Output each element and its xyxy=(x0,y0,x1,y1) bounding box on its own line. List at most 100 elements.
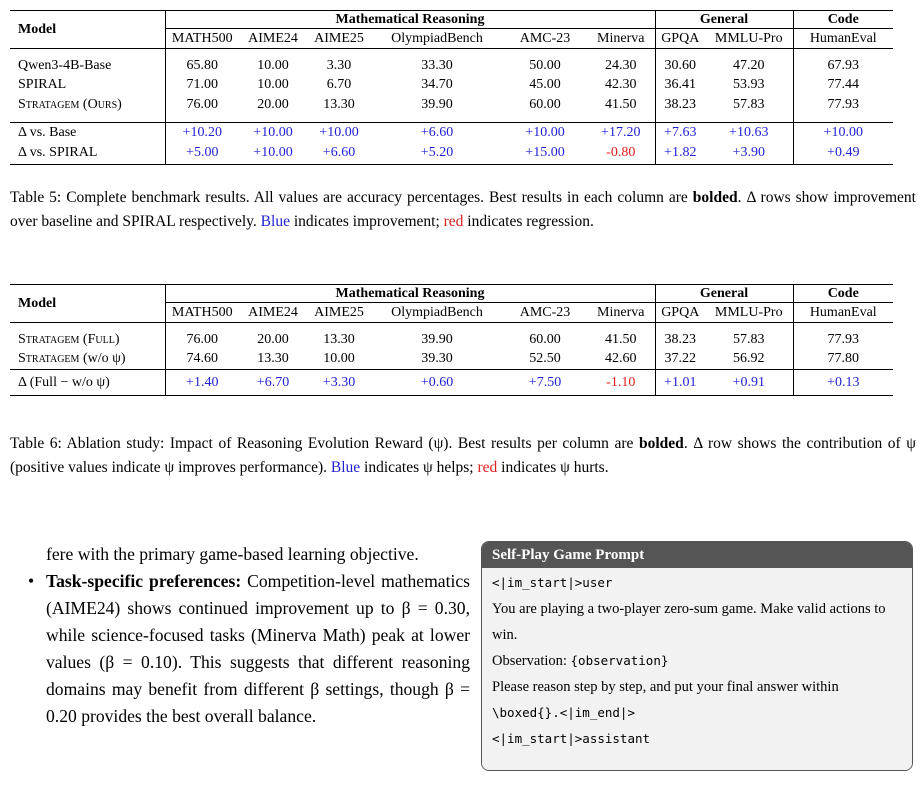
cell: 71.00 xyxy=(164,75,239,95)
group-header: Code xyxy=(792,10,893,29)
cell: -0.80 xyxy=(587,142,655,165)
column-header: MATH500 xyxy=(164,28,239,49)
model-name: Stratagem (w/o ψ) xyxy=(10,350,165,370)
cell: 47.20 xyxy=(733,58,765,73)
bullet-text: Competition-level mathematics (AIME24) s… xyxy=(46,571,470,726)
caption-text: Table 6: Ablation study: Impact of Reaso… xyxy=(10,435,639,452)
column-header: AMC-23 xyxy=(503,28,587,49)
cell: 50.00 xyxy=(529,58,561,73)
delta-label: Δ vs. SPIRAL xyxy=(10,142,165,165)
cell: +15.00 xyxy=(503,142,587,165)
cell: 56.92 xyxy=(733,351,765,367)
cell: +10.00 xyxy=(503,122,587,143)
cell: +1.01 xyxy=(654,369,705,396)
delta-row: Δ vs. Base +10.20 +10.00 +10.00 +6.60 +1… xyxy=(10,122,893,143)
cell: +6.60 xyxy=(371,122,503,143)
prompt-text: Please reason step by step, and put your… xyxy=(492,679,839,695)
prompt-box: Self-Play Game Prompt <|im_start|>user Y… xyxy=(481,541,913,771)
table-row: Stratagem (Ours) 76.00 20.00 13.30 39.90… xyxy=(10,94,893,115)
cell: 52.50 xyxy=(529,351,561,367)
column-header: MATH500 xyxy=(164,302,239,323)
cell: +5.00 xyxy=(164,142,239,165)
prompt-label: Observation: xyxy=(492,653,571,669)
caption-text: indicates regression. xyxy=(463,213,594,230)
column-header: HumanEval xyxy=(792,302,893,323)
table-caption: Table 5: Complete benchmark results. All… xyxy=(10,186,916,234)
prompt-line: <|im_start|>user xyxy=(492,575,613,590)
cell: 77.44 xyxy=(792,75,893,95)
cell: +0.91 xyxy=(705,369,793,396)
model-name: Stratagem (Ours) xyxy=(18,96,122,112)
cell: 53.93 xyxy=(733,77,765,92)
cell: 65.80 xyxy=(164,56,239,76)
cell: 76.00 xyxy=(164,330,239,350)
column-header: AMC-23 xyxy=(503,302,587,323)
cell: 57.83 xyxy=(733,96,765,112)
cell: 20.00 xyxy=(257,96,289,112)
column-header: OlympiadBench xyxy=(371,28,503,49)
cell: 77.80 xyxy=(792,349,893,370)
cell: +10.00 xyxy=(792,122,893,143)
column-header: MMLU-Pro xyxy=(705,302,793,323)
cell: +0.13 xyxy=(792,369,893,396)
cell: 39.90 xyxy=(421,332,453,347)
cell: 60.00 xyxy=(529,96,561,112)
cell: 67.93 xyxy=(792,56,893,76)
cell: 38.23 xyxy=(654,94,705,115)
column-header: AIME25 xyxy=(307,28,371,49)
group-header: Mathematical Reasoning xyxy=(164,284,655,303)
cell: +10.00 xyxy=(307,122,371,143)
prompt-line: Please reason step by step, and put your… xyxy=(492,674,902,726)
paragraph: fere with the primary game-based learnin… xyxy=(46,544,419,564)
cell: 41.50 xyxy=(605,96,637,112)
caption-text: . Δ row shows the contribution of ψ (pos… xyxy=(10,435,916,476)
caption-bold-word: bolded xyxy=(639,435,684,452)
column-header: GPQA xyxy=(654,302,705,323)
cell: 74.60 xyxy=(164,349,239,370)
cell: 13.30 xyxy=(323,96,355,112)
prompt-box-body: <|im_start|>user You are playing a two-p… xyxy=(482,568,912,770)
caption-red-word: red xyxy=(477,459,498,476)
cell: 39.90 xyxy=(421,96,453,112)
cell: 42.30 xyxy=(605,77,637,92)
column-header: HumanEval xyxy=(792,28,893,49)
model-header: Model xyxy=(10,284,165,323)
cell: 45.00 xyxy=(529,77,561,92)
column-header: AIME24 xyxy=(239,302,307,323)
cell: 37.22 xyxy=(654,349,705,370)
delta-row: Δ vs. SPIRAL +5.00 +10.00 +6.60 +5.20 +1… xyxy=(10,142,893,165)
cell: 24.30 xyxy=(605,58,637,73)
prompt-box-title: Self-Play Game Prompt xyxy=(482,542,912,568)
cell: +1.40 xyxy=(164,369,239,396)
cell: 36.41 xyxy=(654,75,705,95)
table-caption: Table 6: Ablation study: Impact of Reaso… xyxy=(10,432,916,480)
cell: +0.60 xyxy=(371,369,503,396)
delta-row: Δ (Full − w/o ψ) +1.40 +6.70 +3.30 +0.60… xyxy=(10,369,893,396)
cell: 76.00 xyxy=(164,94,239,115)
caption-text: indicates ψ helps; xyxy=(360,459,478,476)
cell: 60.00 xyxy=(529,332,561,347)
caption-text: . Δ rows show improvement over baseline … xyxy=(10,189,916,230)
model-header: Model xyxy=(10,10,165,49)
list-item: • Task-specific preferences: Competition-… xyxy=(28,568,470,730)
model-name: Qwen3-4B-Base xyxy=(18,58,112,73)
cell: +10.00 xyxy=(239,122,307,143)
cell: +0.49 xyxy=(792,142,893,165)
cell: +17.20 xyxy=(587,122,655,143)
group-header: General xyxy=(654,284,793,303)
bullet-title: Task-specific preferences: xyxy=(46,571,242,591)
cell: 39.30 xyxy=(421,351,453,367)
prompt-code: {observation} xyxy=(570,653,669,668)
caption-blue-word: Blue xyxy=(330,459,361,476)
cell: +6.70 xyxy=(239,369,307,396)
cell: 33.30 xyxy=(421,58,453,73)
group-header: Mathematical Reasoning xyxy=(164,10,655,29)
delta-label: Δ (Full − w/o ψ) xyxy=(10,369,165,396)
cell: 10.00 xyxy=(257,58,289,73)
model-name: Stratagem (Full) xyxy=(18,332,120,347)
cell: 41.50 xyxy=(605,332,637,347)
column-header: Minerva xyxy=(587,302,655,323)
cell: +1.82 xyxy=(654,142,705,165)
caption-blue-word: Blue xyxy=(260,213,290,230)
results-table: Model Mathematical Reasoning General Cod… xyxy=(10,10,893,165)
